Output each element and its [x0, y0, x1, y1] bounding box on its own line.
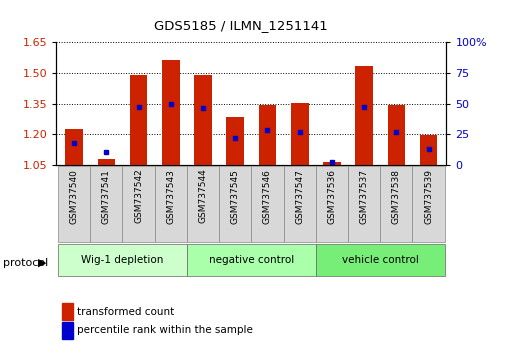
- Text: GSM737542: GSM737542: [134, 169, 143, 223]
- Text: percentile rank within the sample: percentile rank within the sample: [77, 325, 253, 335]
- Text: GSM737538: GSM737538: [392, 169, 401, 224]
- Bar: [90, 166, 123, 242]
- Bar: [323, 161, 341, 165]
- Text: GSM737547: GSM737547: [295, 169, 304, 223]
- Text: GSM737546: GSM737546: [263, 169, 272, 223]
- Text: GSM737544: GSM737544: [199, 169, 208, 223]
- Bar: [58, 166, 90, 242]
- Bar: [219, 166, 251, 242]
- Bar: [387, 104, 405, 165]
- Bar: [65, 129, 83, 165]
- Text: negative control: negative control: [209, 255, 294, 265]
- Bar: [380, 166, 412, 242]
- Bar: [251, 166, 284, 242]
- Bar: [316, 166, 348, 242]
- Bar: [356, 66, 373, 165]
- Bar: [194, 75, 212, 165]
- Text: GDS5185 / ILMN_1251141: GDS5185 / ILMN_1251141: [154, 19, 328, 33]
- Bar: [226, 117, 244, 165]
- Text: ▶: ▶: [38, 258, 47, 268]
- Bar: [187, 166, 219, 242]
- Bar: [97, 159, 115, 165]
- Bar: [155, 166, 187, 242]
- Bar: [162, 60, 180, 165]
- Bar: [259, 104, 277, 165]
- Text: GSM737541: GSM737541: [102, 169, 111, 223]
- Bar: [291, 103, 308, 165]
- Bar: [58, 244, 187, 276]
- Text: GSM737540: GSM737540: [70, 169, 78, 223]
- Text: transformed count: transformed count: [77, 307, 174, 316]
- Text: GSM737545: GSM737545: [231, 169, 240, 223]
- Text: GSM737537: GSM737537: [360, 169, 369, 224]
- Bar: [412, 166, 445, 242]
- Bar: [420, 135, 438, 165]
- Bar: [187, 244, 316, 276]
- Text: Wig-1 depletion: Wig-1 depletion: [81, 255, 164, 265]
- Bar: [130, 75, 147, 165]
- Text: GSM737536: GSM737536: [327, 169, 337, 224]
- Text: vehicle control: vehicle control: [342, 255, 419, 265]
- Bar: [348, 166, 380, 242]
- Bar: [284, 166, 316, 242]
- Text: protocol: protocol: [3, 258, 48, 268]
- Text: GSM737543: GSM737543: [166, 169, 175, 223]
- Text: GSM737539: GSM737539: [424, 169, 433, 224]
- Bar: [316, 244, 445, 276]
- Bar: [123, 166, 155, 242]
